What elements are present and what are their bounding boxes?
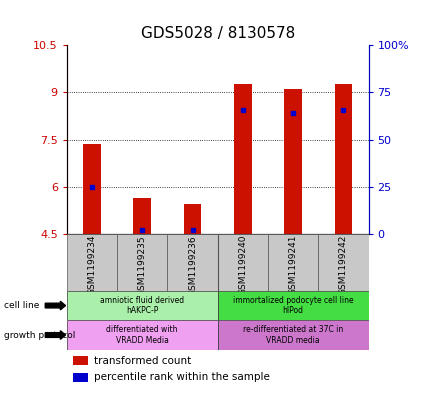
Text: transformed count: transformed count — [94, 356, 191, 366]
Bar — [133, 198, 150, 234]
Bar — [267, 234, 317, 291]
Text: GSM1199240: GSM1199240 — [238, 235, 247, 296]
Bar — [67, 291, 217, 320]
Bar — [83, 144, 101, 234]
Text: GSM1199234: GSM1199234 — [87, 235, 96, 296]
Text: GSM1199242: GSM1199242 — [338, 235, 347, 296]
Bar — [117, 234, 167, 291]
Text: GSM1199241: GSM1199241 — [288, 235, 297, 296]
Bar — [167, 234, 217, 291]
Text: differentiated with
VRADD Media: differentiated with VRADD Media — [106, 325, 178, 345]
Title: GDS5028 / 8130578: GDS5028 / 8130578 — [140, 26, 294, 41]
Bar — [317, 234, 368, 291]
Text: GSM1199236: GSM1199236 — [187, 235, 197, 296]
Bar — [67, 320, 217, 350]
Bar — [217, 291, 368, 320]
Bar — [67, 234, 117, 291]
Bar — [217, 234, 267, 291]
Bar — [217, 320, 368, 350]
Text: re-differentiated at 37C in
VRADD media: re-differentiated at 37C in VRADD media — [243, 325, 342, 345]
Bar — [73, 373, 88, 382]
Text: percentile rank within the sample: percentile rank within the sample — [94, 372, 269, 382]
Text: immortalized podocyte cell line
hIPod: immortalized podocyte cell line hIPod — [232, 296, 353, 315]
Bar — [73, 356, 88, 365]
Bar — [183, 204, 201, 234]
Bar — [284, 89, 301, 234]
Bar — [334, 84, 351, 234]
Text: cell line: cell line — [4, 301, 40, 310]
Bar — [233, 84, 251, 234]
Text: growth protocol: growth protocol — [4, 331, 76, 340]
Text: GSM1199235: GSM1199235 — [138, 235, 146, 296]
Text: amniotic fluid derived
hAKPC-P: amniotic fluid derived hAKPC-P — [100, 296, 184, 315]
